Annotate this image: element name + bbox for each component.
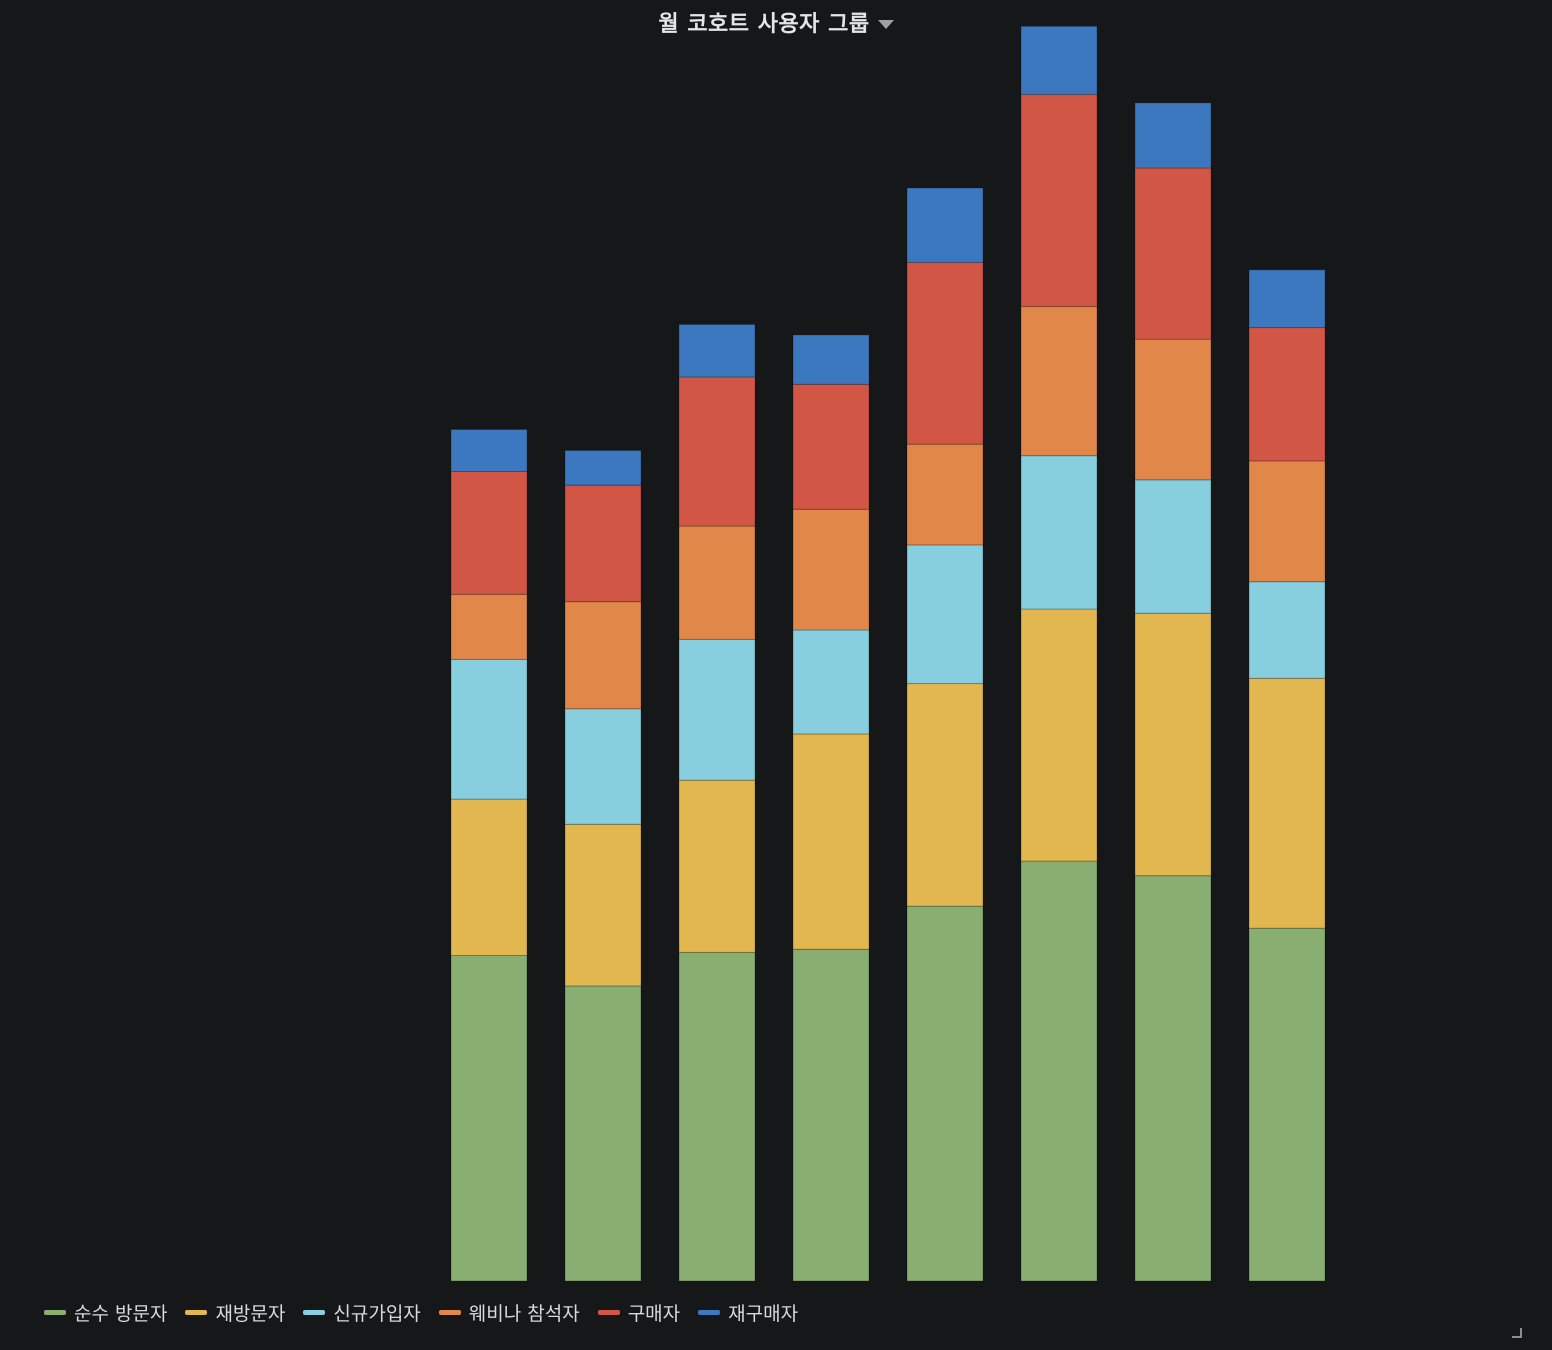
stacked-bar-chart [450,25,1326,1282]
bar-segment-10-series-1[interactable] [1020,860,1098,1282]
bar-segment-6-series-6[interactable] [564,449,642,486]
bar-segment-11-series-3[interactable] [1134,479,1212,614]
legend: 순수 방문자 재방문자 신규가입자 웨비나 참석자 구매자 재구매자 [44,1297,816,1327]
bar-segment-11-series-4[interactable] [1134,338,1212,481]
bar-segment-7-series-5[interactable] [678,376,756,527]
legend-item-revisitors[interactable]: 재방문자 [185,1299,285,1326]
bar-segment-5-series-3[interactable] [450,658,528,800]
bar-segment-9-series-4[interactable] [906,443,984,546]
bar-segment-8-series-1[interactable] [792,948,870,1282]
legend-label: 신규가입자 [333,1302,421,1325]
bar-segment-6-series-2[interactable] [564,823,642,987]
bar-segment-12-series-4[interactable] [1248,460,1326,583]
panel-resize-handle[interactable] [1512,1328,1522,1338]
panel-header: 월 코호트 사용자 그룹 [0,0,1552,44]
bar-segment-7-series-6[interactable] [678,323,756,378]
bar-segment-6-series-1[interactable] [564,985,642,1282]
bar-segment-8-series-5[interactable] [792,383,870,510]
bar-segment-8-series-2[interactable] [792,733,870,950]
legend-label: 재방문자 [215,1302,286,1325]
bar-segment-9-series-2[interactable] [906,683,984,907]
bar-segment-9-series-5[interactable] [906,262,984,445]
legend-item-pure-visitors[interactable]: 순수 방문자 [44,1299,167,1326]
bar-segment-11-series-2[interactable] [1134,612,1212,877]
bar-segment-10-series-4[interactable] [1020,306,1098,457]
bar-segment-6-series-4[interactable] [564,601,642,710]
bar-segment-9-series-1[interactable] [906,905,984,1282]
bar-segment-5-series-4[interactable] [450,593,528,660]
bar-segment-11-series-5[interactable] [1134,167,1212,340]
bar-segment-7-series-2[interactable] [678,779,756,953]
bar-segment-5-series-5[interactable] [450,470,528,595]
bar-segment-7-series-1[interactable] [678,951,756,1282]
bar-segment-5-series-2[interactable] [450,798,528,956]
caret-down-icon [877,19,894,29]
legend-swatch [438,1309,461,1315]
bar-segment-12-series-3[interactable] [1248,581,1326,679]
panel-title-menu[interactable]: 월 코호트 사용자 그룹 [658,6,894,38]
legend-swatch [185,1309,208,1315]
legend-item-repeat-buyers[interactable]: 재구매자 [698,1299,798,1326]
bar-segment-6-series-5[interactable] [564,484,642,603]
bar-segment-9-series-6[interactable] [906,187,984,263]
bar-segment-12-series-1[interactable] [1248,927,1326,1282]
bar-segment-5-series-1[interactable] [450,955,528,1282]
legend-item-buyers[interactable]: 구매자 [597,1299,681,1326]
legend-item-new-signups[interactable]: 신규가입자 [303,1299,421,1326]
bar-segment-6-series-3[interactable] [564,708,642,825]
bar-segment-7-series-4[interactable] [678,525,756,640]
legend-label: 웨비나 참석자 [468,1302,580,1325]
bar-segment-10-series-5[interactable] [1020,94,1098,308]
bar-segment-7-series-3[interactable] [678,638,756,781]
legend-swatch [44,1309,66,1315]
bar-segment-5-series-6[interactable] [450,428,528,472]
legend-label: 순수 방문자 [74,1302,168,1325]
legend-item-webinar-attendees[interactable]: 웨비나 참석자 [438,1299,580,1326]
bar-segment-10-series-3[interactable] [1020,455,1098,610]
bar-segment-11-series-6[interactable] [1134,102,1212,169]
bar-segment-8-series-4[interactable] [792,508,870,631]
bar-segment-8-series-6[interactable] [792,334,870,385]
legend-swatch [303,1309,326,1315]
bar-segment-11-series-1[interactable] [1134,875,1212,1282]
panel-title: 월 코호트 사용자 그룹 [658,12,870,37]
bar-segment-10-series-6[interactable] [1020,25,1098,95]
bar-segment-12-series-6[interactable] [1248,269,1326,329]
legend-label: 재구매자 [728,1302,799,1325]
bar-segment-8-series-3[interactable] [792,629,870,735]
bar-segment-10-series-2[interactable] [1020,608,1098,862]
bar-segment-12-series-2[interactable] [1248,677,1326,929]
legend-swatch [698,1309,721,1315]
bar-segment-9-series-3[interactable] [906,544,984,685]
bar-segment-12-series-5[interactable] [1248,327,1326,462]
legend-swatch [597,1309,620,1315]
legend-label: 구매자 [627,1302,681,1325]
